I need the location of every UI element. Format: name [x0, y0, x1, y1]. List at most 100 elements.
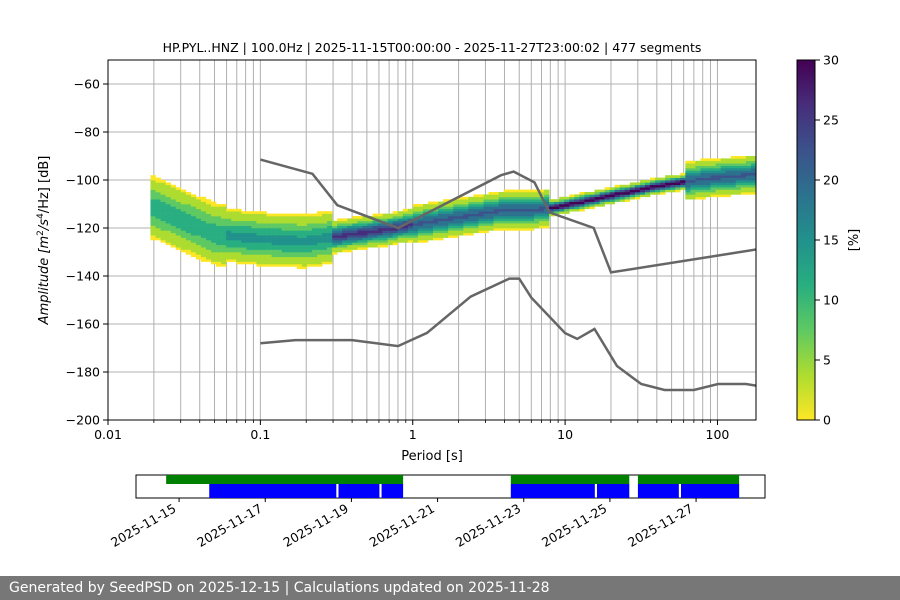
psd-cell	[569, 194, 575, 198]
psd-cell	[150, 206, 156, 210]
psd-cell	[150, 232, 156, 236]
psd-cell	[483, 206, 489, 210]
psd-cell	[665, 182, 671, 186]
psd-cell	[745, 175, 752, 178]
psd-cell	[528, 201, 535, 205]
psd-cell	[594, 204, 600, 207]
psd-cell	[488, 208, 494, 212]
psd-cell	[276, 259, 282, 262]
psd-cell	[180, 201, 187, 205]
psd-cell	[619, 196, 626, 200]
availability-bar	[637, 475, 740, 484]
psd-cell	[170, 218, 177, 222]
psd-cell	[195, 211, 202, 214]
y-axis-ticks: −200−180−160−140−120−100−80−60	[66, 77, 108, 428]
psd-cell	[195, 256, 202, 260]
psd-cell	[685, 170, 691, 174]
psd-cell	[226, 208, 232, 212]
psd-cell	[710, 192, 716, 195]
psd-cell	[705, 168, 711, 171]
psd-cell	[433, 201, 439, 205]
psd-cell	[428, 235, 434, 238]
psd-cell	[609, 192, 616, 195]
psd-cell	[266, 240, 272, 243]
psd-cell	[448, 206, 454, 210]
psd-cell	[564, 204, 570, 207]
psd-cell	[155, 225, 161, 229]
psd-cell	[438, 220, 444, 224]
psd-cell	[241, 254, 247, 258]
psd-cell	[160, 213, 166, 217]
psd-cell	[261, 213, 267, 217]
psd-cell	[175, 232, 182, 236]
psd-cell	[266, 232, 272, 236]
psd-cell	[276, 223, 282, 226]
psd-cell	[680, 177, 686, 181]
psd-cell	[725, 182, 732, 186]
psd-cell	[488, 228, 494, 231]
psd-cell	[468, 216, 474, 219]
psd-cell	[301, 252, 308, 255]
psd-cell	[690, 192, 696, 195]
psd-cell	[670, 175, 676, 178]
psd-cell	[327, 252, 333, 255]
psd-cell	[276, 249, 282, 253]
psd-cell	[231, 249, 237, 253]
psd-cell	[362, 247, 368, 250]
psd-cell	[700, 187, 706, 190]
psd-cell	[730, 172, 737, 176]
psd-cell	[241, 232, 247, 236]
psd-cell	[170, 206, 177, 210]
psd-cell	[150, 189, 156, 193]
psd-cell	[200, 228, 207, 231]
psd-cell	[301, 259, 308, 262]
psd-cell	[205, 230, 212, 234]
psd-cell	[528, 225, 535, 229]
psd-cell	[150, 182, 156, 186]
timeline-date-label: 2025-11-25	[539, 501, 609, 550]
psd-cell	[735, 182, 742, 186]
psd-cell	[660, 189, 666, 193]
psd-cell	[367, 235, 373, 238]
psd-cell	[539, 216, 545, 219]
psd-cell	[261, 249, 267, 253]
psd-cell	[402, 232, 409, 236]
timeline-date-label: 2025-11-17	[194, 501, 264, 550]
psd-cell	[695, 177, 701, 181]
psd-cell	[417, 208, 424, 212]
psd-cell	[544, 225, 550, 229]
psd-cell	[579, 206, 585, 210]
psd-cell	[528, 192, 535, 195]
psd-cell	[392, 235, 399, 238]
psd-cell	[195, 242, 202, 246]
timeline-date-label: 2025-11-21	[367, 501, 437, 550]
psd-cell	[523, 204, 530, 207]
psd-cell	[700, 194, 706, 198]
psd-cell	[725, 168, 732, 171]
psd-cell	[231, 213, 237, 217]
psd-cell	[634, 189, 641, 193]
psd-cell	[705, 177, 711, 181]
psd-cell	[518, 220, 525, 224]
psd-cell	[735, 160, 742, 164]
psd-cell	[433, 235, 439, 238]
psd-cell	[700, 160, 706, 164]
psd-cell	[205, 232, 212, 236]
psd-cell	[286, 228, 293, 231]
psd-cell	[725, 158, 732, 162]
psd-cell	[498, 228, 504, 231]
psd-cell	[710, 163, 716, 166]
segment-bar	[510, 484, 595, 498]
psd-cell	[604, 187, 610, 190]
psd-cell	[448, 213, 454, 217]
psd-cell	[715, 177, 721, 181]
psd-cell	[730, 175, 737, 178]
psd-cell	[685, 189, 691, 193]
psd-cell	[190, 240, 197, 243]
psd-cell	[160, 237, 166, 241]
psd-cell	[377, 232, 383, 236]
psd-cell	[276, 225, 282, 229]
psd-cell	[644, 192, 651, 195]
psd-cell	[443, 206, 449, 210]
psd-cell	[569, 208, 575, 212]
